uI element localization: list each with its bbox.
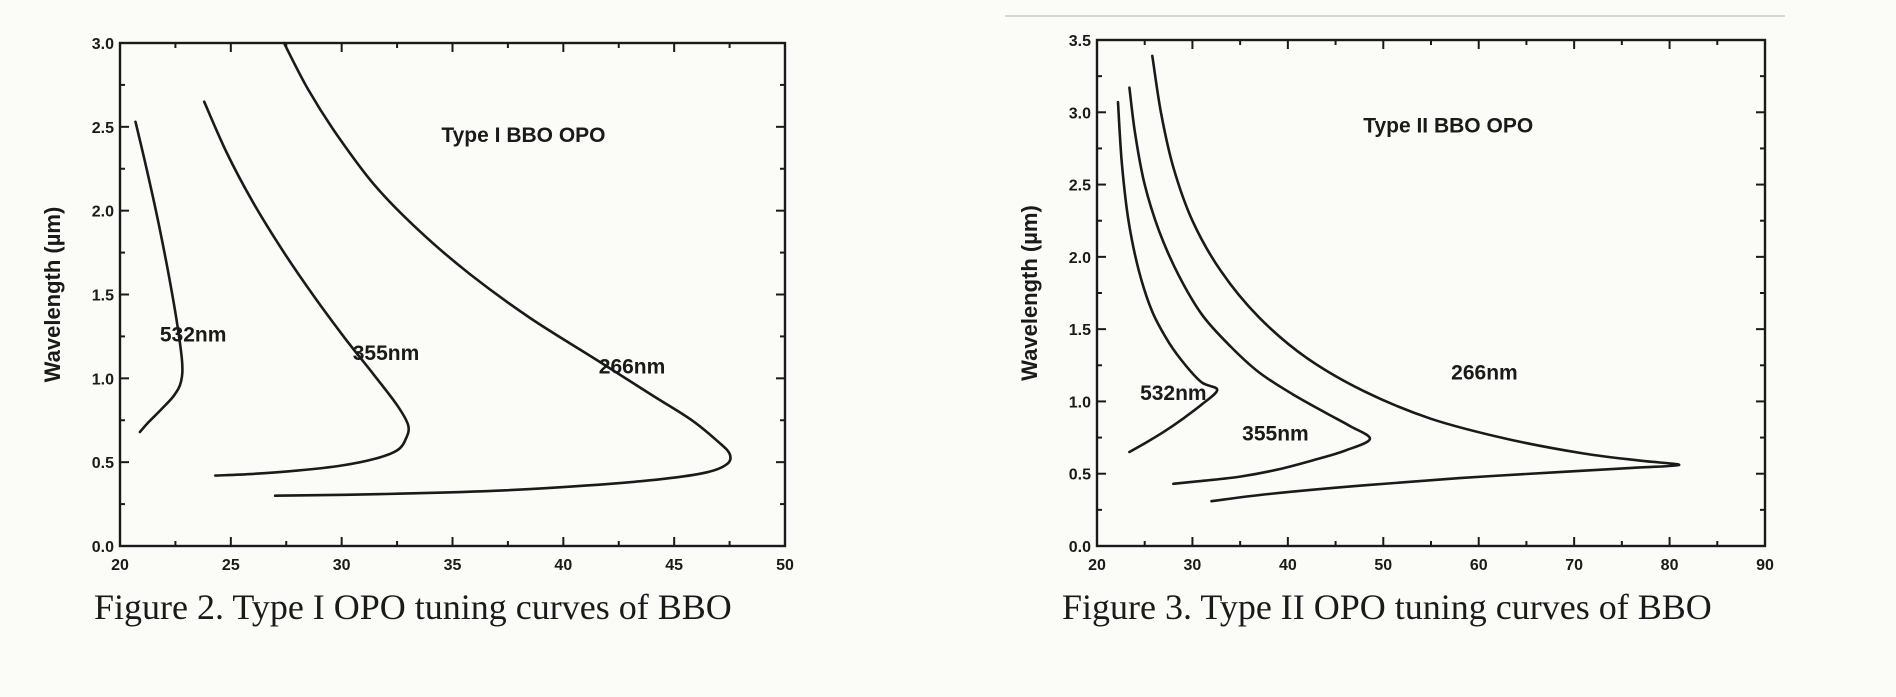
x-tick-label: 50 (1374, 557, 1392, 574)
tuning-curve-266nm (1151, 54, 1681, 503)
x-tick-label: 45 (665, 557, 683, 574)
y-tick-label: 3.5 (1069, 33, 1091, 50)
x-tick-label: 60 (1470, 557, 1488, 574)
chart-inner-title: Type II BBO OPO (1363, 115, 1533, 138)
x-tick-label: 50 (776, 557, 794, 574)
curve-label: 355nm (353, 342, 420, 365)
y-tick-label: 0.5 (1069, 467, 1091, 484)
tuning-curve-532nm (1116, 100, 1219, 454)
y-axis-label: Wavelength (µm) (1017, 205, 1042, 381)
y-tick-label: 2.0 (1069, 250, 1091, 267)
x-tick-label: 40 (554, 557, 572, 574)
x-tick-label: 80 (1661, 557, 1679, 574)
y-tick-label: 3.0 (92, 36, 114, 53)
tuning-curve-355nm (1128, 86, 1372, 486)
y-tick-label: 2.5 (1069, 178, 1091, 195)
curve-label: 266nm (599, 355, 666, 378)
x-tick-label: 40 (1279, 557, 1297, 574)
figure-3-caption: Figure 3. Type II OPO tuning curves of B… (1062, 587, 1712, 627)
curve-label: 355nm (1242, 422, 1309, 445)
tuning-curve-355nm (202, 100, 410, 477)
x-tick-label: 90 (1756, 557, 1774, 574)
y-tick-label: 1.0 (1069, 394, 1091, 411)
y-tick-label: 1.5 (1069, 322, 1091, 339)
curve-label: 532nm (1140, 382, 1207, 405)
tuning-curve-532nm (134, 120, 184, 434)
y-tick-label: 0.0 (1069, 539, 1091, 556)
chart-inner-title: Type I BBO OPO (441, 124, 605, 147)
y-tick-label: 2.0 (92, 204, 114, 221)
x-tick-label: 20 (1088, 557, 1106, 574)
y-tick-label: 0.5 (92, 455, 114, 472)
y-tick-label: 2.5 (92, 120, 114, 137)
y-tick-label: 3.0 (1069, 105, 1091, 122)
x-tick-label: 35 (444, 557, 462, 574)
y-tick-label: 0.0 (92, 539, 114, 556)
y-tick-label: 1.5 (92, 288, 114, 305)
figure-2-caption: Figure 2. Type I OPO tuning curves of BB… (94, 587, 732, 627)
x-tick-label: 30 (333, 557, 351, 574)
x-tick-label: 30 (1184, 557, 1202, 574)
y-tick-label: 1.0 (92, 371, 114, 388)
x-tick-label: 20 (111, 557, 129, 574)
x-tick-label: 70 (1565, 557, 1583, 574)
tuning-curve-266nm (273, 41, 732, 497)
y-axis-label: Wavelength (µm) (40, 207, 65, 383)
curve-label: 532nm (160, 323, 227, 346)
curve-label: 266nm (1451, 362, 1518, 385)
scan-edge-line (1005, 15, 1785, 17)
x-tick-label: 25 (222, 557, 240, 574)
